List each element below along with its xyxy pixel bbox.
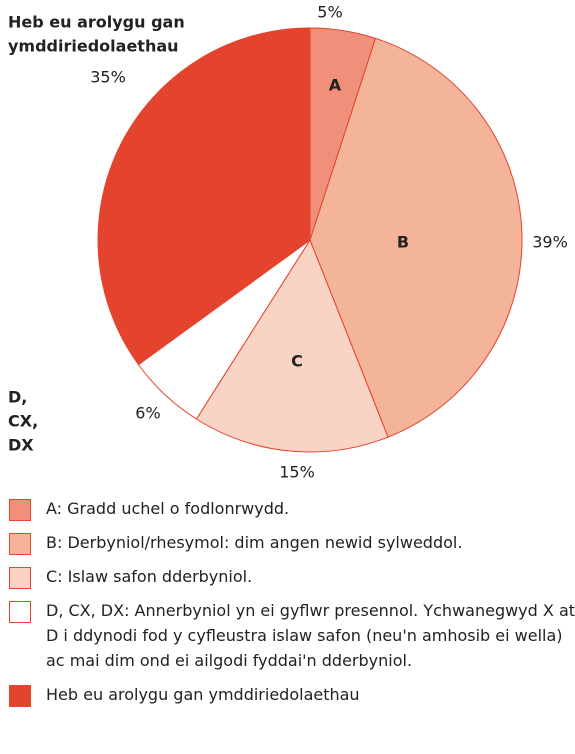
value-label: 15% <box>279 463 315 482</box>
legend-text: B: Derbyniol/rhesymol: dim angen newid s… <box>46 533 463 552</box>
slice-label: CX, <box>8 412 38 431</box>
pie-slice <box>97 27 311 366</box>
legend-text: A: Gradd uchel o fodlonrwydd. <box>46 499 290 518</box>
legend-swatch <box>9 567 31 589</box>
slice-label: DX <box>8 436 34 455</box>
slice-label: A <box>329 76 342 95</box>
legend-swatch <box>9 685 31 707</box>
pie-chart: A 5% B 39% C 15% D, CX, DX 6% Heb eu arolygu gan ym… <box>8 3 568 482</box>
legend-swatch <box>9 601 31 623</box>
legend-item: C: Islaw safon dderbyniol. <box>0 564 575 589</box>
legend-text: D, CX, DX: Annerbyniol yn ei gyflwr pres… <box>46 601 575 670</box>
slice-label: B <box>397 233 409 252</box>
legend-item: Heb eu arolygu gan ymddiriedolaethau <box>0 682 575 707</box>
pie-slice <box>195 238 389 453</box>
value-label: 6% <box>135 404 160 423</box>
value-label: 39% <box>532 233 568 252</box>
value-label: 5% <box>317 3 342 22</box>
slice-label: C <box>291 352 303 371</box>
legend-swatch <box>9 499 31 521</box>
pie-slice <box>309 37 523 438</box>
legend: A: Gradd uchel o fodlonrwydd. B: Derbynio… <box>0 496 575 716</box>
slice-label: Heb eu arolygu gan <box>8 13 185 32</box>
slice-label: ymddiriedolaethau <box>8 37 179 56</box>
slice-label: D, <box>8 388 27 407</box>
legend-item: A: Gradd uchel o fodlonrwydd. <box>0 496 575 521</box>
legend-swatch <box>9 533 31 555</box>
value-label: 35% <box>90 68 126 87</box>
legend-item: D, CX, DX: Annerbyniol yn ei gyflwr pres… <box>0 598 575 673</box>
legend-text: Heb eu arolygu gan ymddiriedolaethau <box>46 685 360 704</box>
legend-text: C: Islaw safon dderbyniol. <box>46 567 253 586</box>
legend-item: B: Derbyniol/rhesymol: dim angen newid s… <box>0 530 575 555</box>
